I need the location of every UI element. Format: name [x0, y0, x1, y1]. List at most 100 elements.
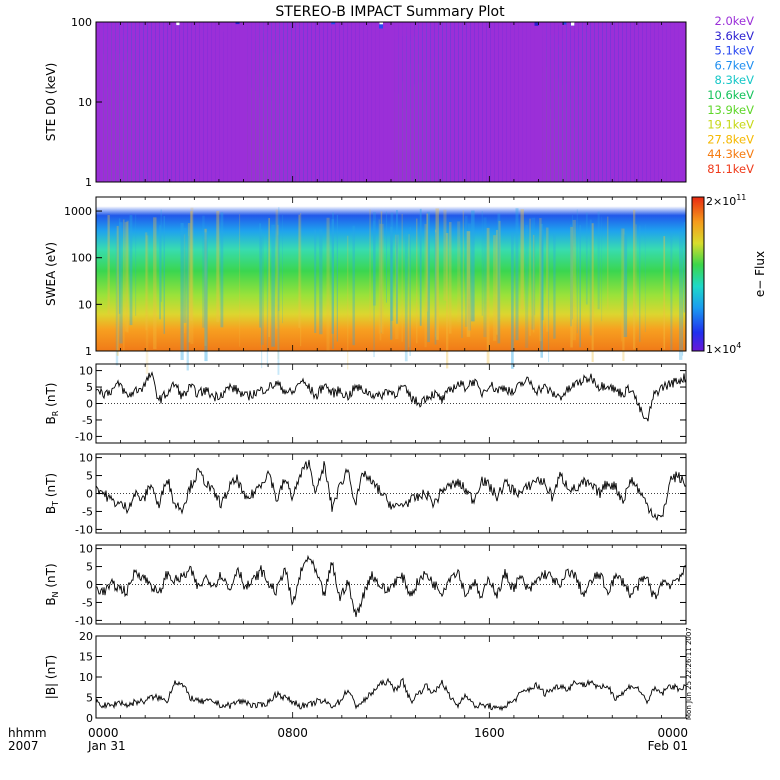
swea-flux-stripe — [493, 235, 497, 341]
swea-flux-stripe — [419, 208, 422, 326]
swea-flux-stripe — [427, 211, 430, 343]
ste-channel-bar — [163, 22, 169, 182]
bmag-panel: 20 15 10 5 0 |B| (nT) — [44, 630, 687, 725]
ste-channel-bar — [319, 22, 324, 182]
swea-flux-stripe — [266, 233, 269, 367]
ste-channel-bar — [502, 22, 508, 182]
ste-channel-bar — [402, 22, 408, 182]
swea-flux-stripe — [380, 211, 383, 333]
bmag-ytick-label: 0 — [86, 712, 93, 725]
swea-flux-stripe — [204, 232, 208, 362]
br-series-line — [95, 371, 687, 422]
ste-channel-bar — [327, 22, 332, 182]
swea-flux-stripe — [331, 219, 334, 334]
colorbar-label: e− Flux — [753, 251, 767, 297]
ste-legend-item: 13.9keV — [707, 103, 754, 117]
ste-channel-bar — [546, 22, 551, 182]
swea-flux-stripe — [464, 215, 468, 327]
swea-flux-stripe — [539, 218, 542, 342]
ste-channel-bar — [379, 28, 384, 182]
swea-flux-stripe — [278, 207, 280, 312]
ste-legend-item: 5.1keV — [715, 44, 755, 58]
ste-channel-bar — [578, 22, 583, 182]
ste-channel-bar — [638, 22, 643, 182]
swea-flux-stripe — [379, 223, 382, 341]
ste-channel-bar — [215, 22, 220, 182]
ste-ytick-label: 100 — [71, 16, 92, 29]
ste-channel-bar — [263, 22, 268, 182]
br-panel: 10 5 0 -5 -10 BR (nT) — [44, 363, 687, 444]
swea-flux-stripe — [319, 229, 323, 335]
swea-flux-stripe — [380, 227, 382, 334]
ste-channel-bar — [175, 25, 181, 183]
swea-ylabel: SWEA (eV) — [44, 242, 58, 306]
swea-yaxis: 1 10 100 1000 — [64, 205, 102, 358]
swea-flux-stripe — [186, 235, 189, 371]
ste-channel-bar — [682, 22, 687, 182]
ste-panel: 1 10 100 STE D0 (keV) 2.0keV3.6keV5.1keV6.… — [44, 14, 754, 189]
swea-flux-stripe — [461, 230, 463, 338]
ste-ylabel: STE D0 (keV) — [44, 63, 58, 142]
ste-channel-bar — [211, 22, 216, 182]
swea-flux-stripe — [271, 224, 275, 347]
ste-channel-bar — [219, 22, 224, 182]
ste-channel-bar — [147, 22, 153, 182]
ste-channel-bar — [670, 22, 675, 182]
swea-flux-stripe — [534, 217, 536, 316]
ste-channel-bar — [155, 22, 161, 182]
ste-legend-item: 10.6keV — [707, 88, 754, 102]
bn-ytick-label: 0 — [86, 579, 93, 592]
swea-flux-stripe — [601, 216, 603, 322]
generation-timestamp: Mon Jun 25 22:26:11 2007 — [685, 627, 693, 720]
ste-legend-item: 6.7keV — [715, 58, 755, 72]
ste-channel-bar — [466, 22, 472, 182]
ste-channel-bar — [558, 22, 563, 182]
ste-legend-item: 19.1keV — [707, 118, 754, 132]
ste-channel-bar — [594, 22, 599, 182]
x-tick-time-label: 0800 — [277, 726, 308, 740]
br-ytick-label: 10 — [79, 365, 93, 378]
ste-channel-bar — [223, 22, 228, 182]
swea-flux-stripe — [511, 232, 514, 369]
ste-channel-bar — [171, 22, 177, 182]
bn-ytick-label: 5 — [86, 561, 93, 574]
ste-channel-bar — [666, 22, 671, 182]
ste-channel-bar — [446, 22, 452, 182]
swea-flux-stripe — [395, 234, 399, 339]
ste-channel-bar — [207, 22, 213, 182]
swea-flux-stripe — [314, 229, 317, 333]
swea-flux-stripe — [216, 210, 220, 323]
swea-flux-stripe — [116, 225, 119, 356]
swea-flux-stripe — [277, 224, 279, 360]
ste-channel-bar — [630, 22, 635, 182]
ste-channel-bar — [135, 22, 141, 182]
swea-flux-stripe — [496, 229, 498, 335]
ste-channel-bar — [107, 22, 113, 182]
ste-channel-bar — [343, 22, 348, 182]
swea-ytick-label: 10 — [78, 298, 92, 311]
bmag-series-line — [95, 677, 687, 712]
swea-flux-stripe — [533, 234, 535, 333]
ste-legend: 2.0keV3.6keV5.1keV6.7keV8.3keV10.6keV13.… — [707, 14, 754, 176]
ste-channel-bar — [311, 22, 316, 182]
ste-channel-bar — [602, 22, 607, 182]
ste-channel-bar — [538, 22, 543, 182]
bn-ylabel: BN (nT) — [44, 563, 60, 605]
swea-flux-stripe — [352, 225, 355, 346]
ste-channel-bar — [151, 22, 157, 182]
swea-flux-stripe — [261, 228, 263, 369]
ste-channel-bar — [442, 22, 448, 182]
ste-channel-bar — [522, 22, 527, 182]
br-ytick-label: 5 — [86, 381, 93, 394]
swea-flux-stripe — [570, 226, 573, 348]
ste-channel-bar — [187, 22, 193, 182]
swea-flux-stripe — [404, 236, 408, 362]
swea-flux-stripe — [326, 217, 330, 351]
swea-flux-stripe — [529, 218, 531, 336]
ste-legend-item: 44.3keV — [707, 147, 754, 161]
ste-channel-bar — [514, 22, 519, 182]
swea-flux-stripe — [633, 209, 636, 350]
swea-flux-stripe — [457, 221, 461, 323]
swea-flux-stripe — [498, 220, 501, 320]
